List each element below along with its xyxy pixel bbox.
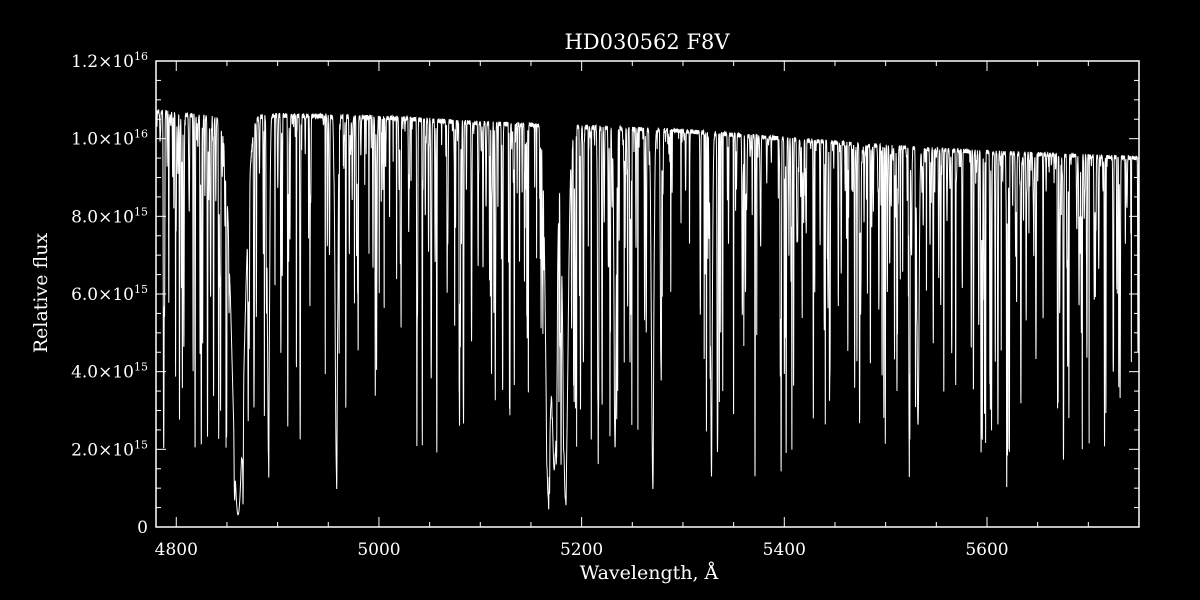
- y-tick-labels: 0 2.0×1015 4.0×1015 6.0×1015 8.0×1015 1.0×101…: [71, 50, 148, 538]
- y-tick-label: 0: [137, 518, 148, 538]
- plot-frame: [155, 60, 1140, 528]
- spectrum-line: [155, 109, 1140, 516]
- y-tick-label: 1.2×1016: [71, 50, 148, 72]
- x-tick-label: 5400: [763, 540, 806, 560]
- y-tick-label: 8.0×1015: [71, 205, 148, 227]
- x-tick-label: 5600: [965, 540, 1008, 560]
- x-tick-label: 4800: [155, 540, 198, 560]
- y-tick-label: 4.0×1015: [71, 361, 148, 383]
- y-axis-label: Relative flux: [30, 233, 52, 354]
- y-tick-label: 2.0×1015: [71, 438, 148, 460]
- y-tick-label: 1.0×1016: [71, 128, 148, 150]
- x-tick-label: 5000: [357, 540, 400, 560]
- x-tick-label: 5200: [560, 540, 603, 560]
- chart-title: HD030562 F8V: [564, 30, 730, 54]
- x-tick-labels: 4800 5000 5200 5400 5600: [155, 540, 1009, 560]
- y-tick-label: 6.0×1015: [71, 283, 148, 305]
- x-axis-label: Wavelength, Å: [580, 562, 719, 584]
